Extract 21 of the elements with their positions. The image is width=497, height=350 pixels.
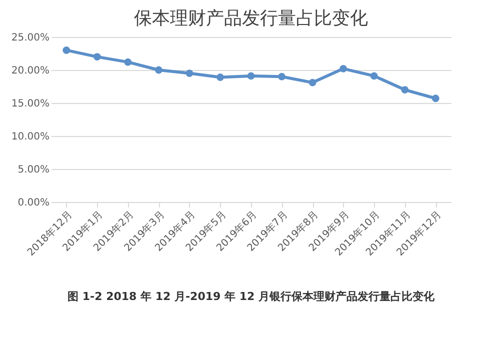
point [278,72,286,80]
point [340,64,348,72]
point [432,94,440,102]
point [154,66,162,74]
y-tick-label: 20.00% [11,66,50,76]
y-tick-label: 0.00% [18,198,50,208]
y-tick-label: 10.00% [11,132,50,142]
point [186,70,194,77]
y-tick-label: 5.00% [18,164,50,176]
point [401,86,409,94]
point [247,72,255,80]
point [216,74,224,81]
y-tick-label: 25.00% [11,32,50,44]
caption: 图 1-2 2018 年 12 月-2019 年 12 月银行保本理财产品发行量占比变化 [68,290,436,303]
point [124,58,132,66]
y-tick-label: 15.00% [11,98,50,110]
chart-title: 保本理财产品发行量占比变化 [134,8,368,29]
point [370,72,378,80]
point [62,46,70,54]
point [308,78,316,86]
point [93,53,101,60]
